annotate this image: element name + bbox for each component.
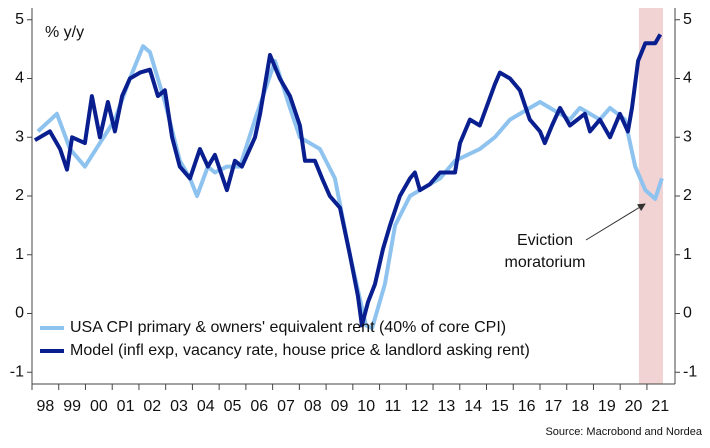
- x-tick-label: 11: [385, 398, 402, 415]
- x-tick-label: 18: [571, 398, 589, 415]
- y-tick-label: 4: [15, 70, 24, 87]
- y-tick-label: 0: [15, 305, 24, 322]
- x-tick-label: 19: [598, 398, 616, 415]
- y-tick-label: 5: [15, 11, 24, 28]
- y2-tick-label: -1: [683, 363, 697, 380]
- y-tick-label: -1: [10, 363, 24, 380]
- y2-tick-label: 2: [683, 187, 692, 204]
- x-tick-label: 15: [491, 398, 509, 415]
- y-tick-label: 2: [15, 187, 24, 204]
- x-tick-label: 16: [518, 398, 536, 415]
- x-tick-label: 14: [464, 398, 482, 415]
- x-tick-label: 98: [36, 398, 54, 415]
- x-tick-label: 00: [90, 398, 108, 415]
- x-tick-label: 12: [411, 398, 429, 415]
- x-tick-label: 02: [143, 398, 161, 415]
- legend-label: Model (infl exp, vacancy rate, house pri…: [70, 342, 530, 359]
- y2-tick-label: 5: [683, 11, 692, 28]
- x-tick-label: 21: [651, 398, 669, 415]
- x-tick-label: 07: [277, 398, 295, 415]
- y2-tick-label: 0: [683, 305, 692, 322]
- y2-tick-label: 1: [683, 246, 692, 263]
- x-tick-label: 13: [438, 398, 456, 415]
- x-tick-label: 09: [331, 398, 349, 415]
- series-line: [36, 44, 664, 331]
- x-tick-label: 03: [170, 398, 188, 415]
- unit-label: % y/y: [45, 24, 84, 41]
- annotation: Eviction: [517, 232, 573, 249]
- y2-tick-label: 3: [683, 128, 692, 145]
- series-line: [33, 33, 663, 328]
- x-tick-label: 99: [63, 398, 81, 415]
- annotation-arrow: [585, 203, 646, 241]
- source: Source: Macrobond and Nordea: [545, 426, 702, 438]
- y-tick-label: 1: [15, 246, 24, 263]
- x-tick-label: 04: [197, 398, 215, 415]
- x-tick-label: 06: [250, 398, 268, 415]
- x-tick-label: 10: [357, 398, 375, 415]
- x-tick-label: 17: [544, 398, 562, 415]
- x-tick-label: 05: [224, 398, 242, 415]
- legend-label: USA CPI primary & owners' equivalent ren…: [70, 319, 506, 336]
- x-tick-label: 08: [304, 398, 322, 415]
- annotation: moratorium: [505, 254, 586, 271]
- y2-tick-label: 4: [683, 70, 692, 87]
- x-tick-label: 20: [625, 398, 643, 415]
- y-tick-label: 3: [15, 128, 24, 145]
- x-tick-label: 01: [117, 398, 135, 415]
